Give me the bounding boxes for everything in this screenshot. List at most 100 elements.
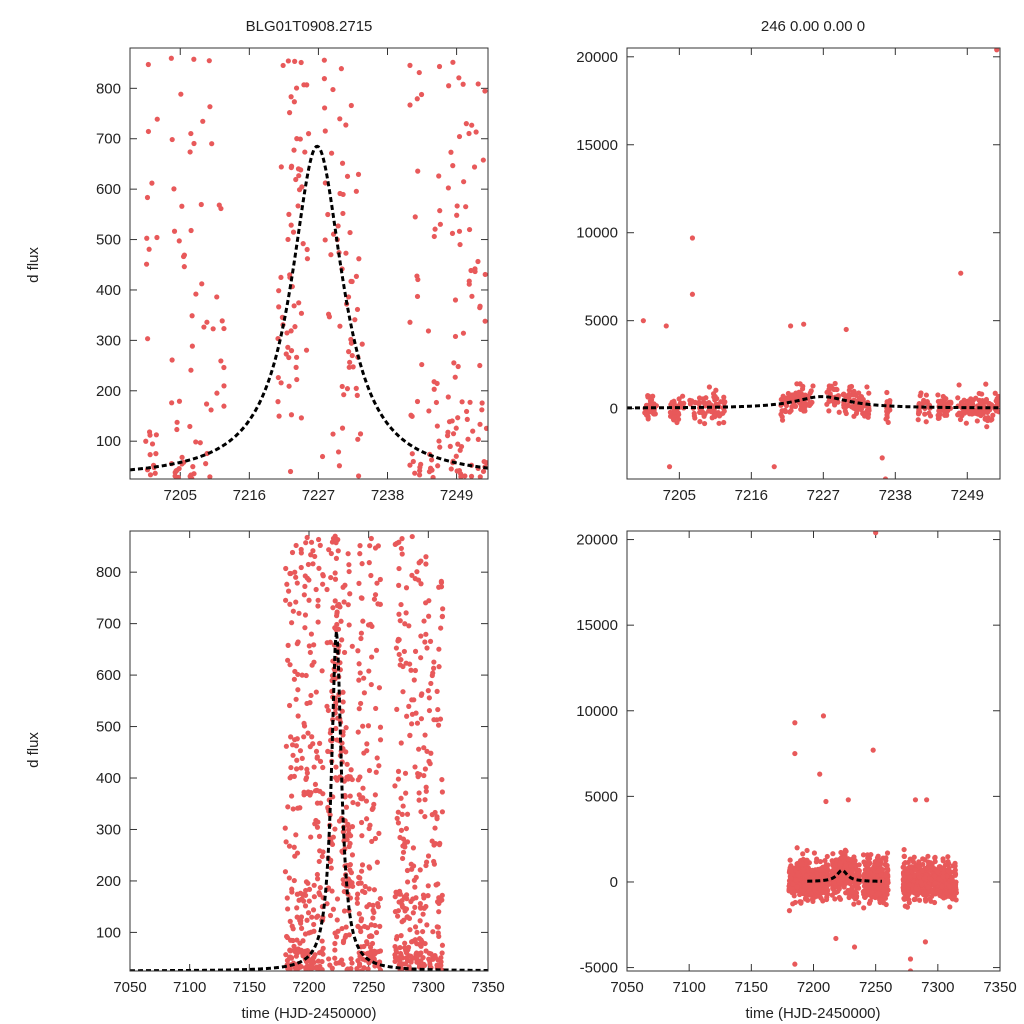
data-point — [874, 861, 881, 867]
data-point — [400, 803, 406, 809]
x-tick-label: 7216 — [735, 487, 768, 504]
data-point — [341, 908, 348, 914]
data-point — [431, 233, 437, 240]
data-point — [147, 432, 153, 438]
data-point — [311, 882, 317, 888]
data-point — [320, 581, 326, 587]
data-point — [367, 865, 373, 871]
data-point — [925, 859, 931, 865]
data-point — [350, 799, 356, 806]
data-point — [401, 648, 407, 655]
data-point — [482, 88, 488, 94]
data-point — [906, 882, 913, 888]
data-point — [464, 416, 470, 422]
data-point — [286, 110, 293, 116]
y-tick-label: 700 — [96, 616, 121, 633]
data-point — [334, 917, 340, 923]
data-point — [348, 767, 354, 773]
data-point — [841, 391, 847, 397]
data-point — [316, 833, 323, 839]
data-point — [421, 618, 427, 624]
data-point — [294, 937, 300, 943]
data-point — [412, 648, 419, 654]
data-point — [445, 185, 451, 191]
data-point — [428, 951, 434, 957]
data-point — [922, 411, 928, 417]
data-point — [423, 554, 429, 560]
outlier-point — [882, 476, 889, 479]
data-point — [208, 407, 214, 413]
data-point — [296, 187, 303, 193]
data-point — [290, 229, 297, 235]
data-point — [293, 354, 300, 360]
data-point — [915, 870, 921, 876]
data-point — [947, 904, 953, 910]
data-point — [317, 800, 324, 806]
data-point — [791, 403, 798, 409]
data-point — [902, 860, 908, 866]
data-point — [670, 415, 676, 421]
data-point — [900, 885, 906, 891]
data-point — [794, 845, 800, 851]
data-point — [402, 770, 409, 776]
data-point — [310, 561, 316, 567]
data-point — [412, 884, 418, 890]
data-point — [974, 418, 980, 424]
data-point — [836, 878, 843, 884]
data-point — [392, 909, 398, 915]
data-point — [956, 410, 962, 416]
data-point — [143, 438, 149, 444]
data-point — [779, 417, 786, 423]
data-point — [299, 755, 305, 762]
data-point — [312, 788, 319, 794]
data-point — [934, 869, 941, 875]
data-point — [463, 204, 469, 210]
data-point — [439, 613, 445, 619]
y-tick-label: 10000 — [576, 703, 618, 720]
data-point — [283, 597, 289, 603]
outlier-point — [689, 235, 696, 241]
data-point — [792, 899, 798, 906]
data-point — [881, 900, 887, 906]
data-point — [423, 784, 429, 790]
outlier-point — [994, 48, 1000, 53]
data-point — [304, 246, 310, 253]
xlabel-bottom-right: time (HJD-2450000) — [745, 1005, 880, 1022]
data-point — [901, 890, 907, 896]
data-point — [397, 891, 403, 897]
data-point — [347, 793, 353, 799]
data-point — [296, 610, 302, 616]
data-point — [311, 642, 317, 648]
data-point — [340, 699, 346, 705]
data-point — [856, 390, 862, 396]
data-point — [402, 940, 408, 946]
data-point — [431, 379, 437, 385]
ylabel-bottom: d flux — [25, 732, 42, 768]
data-point — [354, 900, 360, 906]
data-point — [458, 474, 464, 479]
data-point — [288, 570, 294, 577]
data-point — [366, 668, 372, 674]
data-point — [199, 281, 205, 287]
data-point — [804, 857, 810, 864]
data-point — [341, 392, 347, 398]
data-point — [456, 228, 463, 234]
data-point — [788, 885, 794, 891]
data-point — [291, 844, 297, 850]
data-point — [358, 630, 364, 636]
outlier-point — [817, 771, 823, 777]
outlier-point — [823, 798, 829, 805]
data-point — [712, 393, 718, 400]
data-point — [193, 439, 199, 445]
data-point — [287, 966, 293, 971]
data-point — [348, 278, 354, 285]
data-point — [297, 136, 303, 142]
data-point — [348, 965, 354, 971]
data-point — [407, 732, 413, 738]
data-point — [446, 419, 453, 425]
data-point — [145, 61, 151, 68]
data-point — [689, 398, 695, 404]
data-point — [422, 766, 428, 772]
data-point — [423, 561, 429, 567]
data-point — [288, 348, 295, 354]
